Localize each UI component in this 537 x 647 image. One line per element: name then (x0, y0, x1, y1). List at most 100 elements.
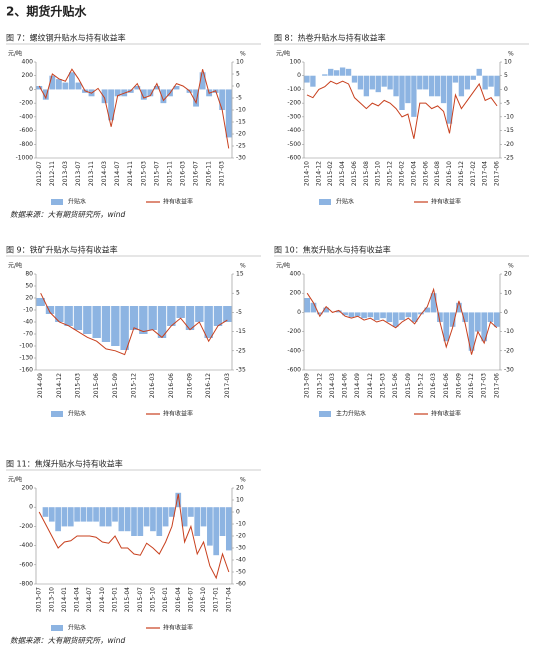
bar (351, 75, 358, 83)
y2-tick-label: 0 (504, 86, 508, 93)
x-tick-label: 2013-12 (316, 373, 323, 398)
y-tick-label: -1000 (16, 155, 34, 162)
y2-tick-label: 10 (504, 59, 512, 66)
legend-label: 升贴水 (68, 198, 86, 206)
line (38, 68, 230, 149)
x-tick-label: 2014-10 (303, 161, 310, 186)
legend-label: 持有收益率 (431, 198, 461, 206)
y-tick-label: 0 (297, 72, 301, 79)
bar (417, 75, 423, 90)
bar (36, 298, 45, 306)
x-tick-label: 2015-09 (112, 373, 119, 398)
x-tick-label: 2015-03 (75, 373, 82, 398)
chart-title: 图 10：焦炭升贴水与持有收益率 (274, 245, 391, 255)
chart-title: 图 8：热卷升贴水与持有收益率 (274, 33, 386, 43)
bar (345, 68, 352, 76)
legend-swatch (319, 199, 331, 205)
legend-label: 升贴水 (68, 410, 86, 418)
x-tick-label: 2016-06 (422, 161, 429, 186)
y-tick-label: -600 (287, 367, 301, 374)
bar (316, 312, 323, 315)
y2-tick-label: -15 (236, 119, 246, 126)
y2-tick-label: 10 (236, 497, 244, 504)
x-tick-label: 2014-03 (329, 373, 336, 398)
bar (200, 507, 207, 527)
legend-label: 升贴水 (68, 624, 86, 632)
x-tick-label: 2013-07 (75, 161, 82, 186)
x-tick-label: 2014-09 (354, 373, 361, 398)
x-tick-label: 2017-02 (470, 161, 477, 186)
x-tick-label: 2015-03 (380, 373, 387, 398)
y2-tick-label: 20 (504, 271, 512, 278)
y2-tick-label: 0 (236, 509, 240, 516)
bar (449, 312, 456, 327)
bar (393, 75, 399, 97)
x-tick-label: 2014-11 (127, 161, 134, 186)
x-tick-label: 2015-06 (93, 373, 100, 398)
bar (468, 312, 475, 351)
bar (405, 312, 412, 318)
x-tick-label: 2015-10 (375, 161, 382, 186)
x-tick-label: 2017-01 (213, 587, 220, 612)
y-tick-label: -600 (19, 561, 33, 568)
y2-tick-label: -10 (504, 113, 514, 120)
bar (373, 312, 380, 321)
bar (120, 306, 129, 350)
y2-tick-label: -20 (504, 141, 514, 148)
x-tick-label: 2015-12 (417, 373, 424, 398)
bar (386, 312, 393, 322)
y2-tick-label: -5 (236, 309, 242, 316)
bar (124, 507, 131, 532)
x-tick-label: 2016-12 (468, 373, 475, 398)
line (306, 287, 498, 355)
bar (487, 312, 494, 322)
legend-label: 持有收益率 (163, 624, 193, 632)
y2-tick-label: -40 (236, 557, 246, 564)
x-tick-label: 2016-02 (399, 161, 406, 186)
x-tick-label: 2016-07 (187, 587, 194, 612)
x-tick-label: 2017-03 (481, 373, 488, 398)
x-tick-label: 2015-01 (112, 587, 119, 612)
chart-title: 图 7：螺纹钢升贴水与持有收益率 (6, 33, 126, 43)
legend-swatch (51, 411, 63, 417)
bar (440, 75, 447, 104)
x-tick-label: 2015-06 (351, 161, 358, 186)
bar (375, 75, 381, 93)
bar (108, 89, 115, 121)
bar (488, 75, 494, 87)
y2-tick-label: 5 (504, 72, 508, 79)
y2-tick-label: -5 (504, 100, 510, 107)
y-tick-label: -200 (287, 328, 301, 335)
y-tick-label: -500 (287, 141, 301, 148)
y2-tick-label: -10 (504, 328, 514, 335)
bar (399, 75, 405, 110)
y2-tick-label: -35 (236, 367, 246, 374)
bar (101, 89, 108, 104)
bar (101, 306, 111, 342)
x-tick-label: 2015-07 (137, 587, 144, 612)
bar (333, 70, 340, 76)
bar (86, 507, 93, 522)
bar (475, 312, 481, 332)
bar (219, 89, 226, 110)
bar (458, 75, 465, 97)
x-tick-label: 2017-03 (224, 373, 231, 398)
x-tick-label: 2017-06 (494, 161, 501, 186)
bar (418, 312, 424, 315)
y2-tick-label: -20 (236, 533, 246, 540)
bar (162, 507, 169, 527)
bar (93, 507, 99, 522)
bar (48, 507, 55, 522)
y2-tick-label: -15 (236, 328, 246, 335)
y2-tick-label: -25 (236, 347, 246, 354)
bar (452, 75, 459, 83)
x-tick-label: 2012-11 (49, 161, 56, 186)
bar (342, 312, 348, 316)
bar (429, 75, 435, 97)
y-tick-label: -400 (19, 113, 33, 120)
